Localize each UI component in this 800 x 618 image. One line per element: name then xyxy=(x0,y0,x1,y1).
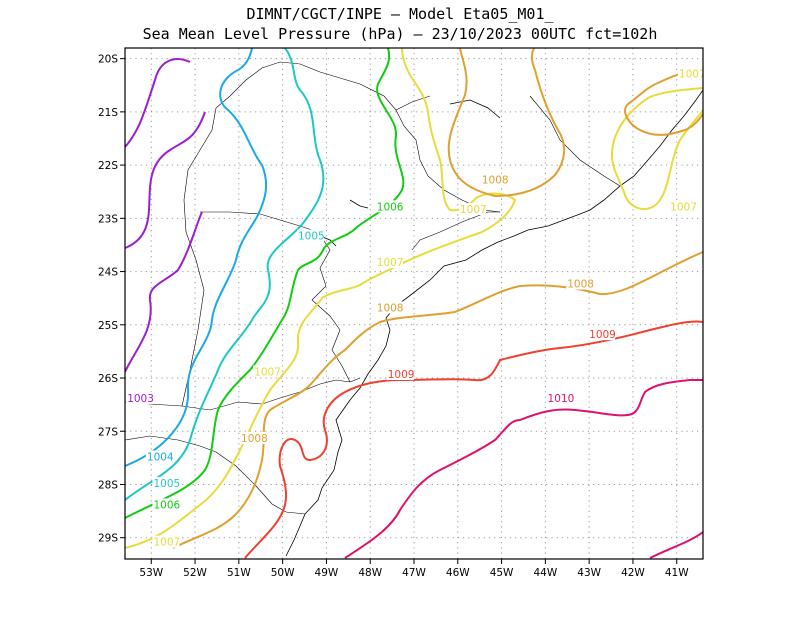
isobar-1004 xyxy=(125,48,268,467)
map-title: DIMNT/CGCT/INPE – Model Eta05_M01_ xyxy=(246,5,554,23)
svg-text:1008: 1008 xyxy=(241,433,268,445)
y-tick-label: 26S xyxy=(98,373,118,385)
contour-label-1003: 1003 xyxy=(126,391,154,405)
contour-label-1007: 1007 xyxy=(458,203,487,216)
map-subtitle: Sea Mean Level Pressure (hPa) – 23/10/20… xyxy=(142,25,658,43)
contour-label-1007: 1007 xyxy=(677,67,706,80)
gridlines xyxy=(125,48,703,559)
contour-label-1008: 1008 xyxy=(480,173,509,187)
contour-label-1009: 1009 xyxy=(588,328,616,341)
y-tick-label: 29S xyxy=(98,533,118,545)
isobar-1010 xyxy=(344,378,703,559)
isobar-1009 xyxy=(244,320,703,559)
x-tick-label: 46W xyxy=(446,567,470,579)
y-tick-label: 25S xyxy=(98,320,118,332)
x-tick-label: 45W xyxy=(490,567,514,579)
contour-label-1007: 1007 xyxy=(253,365,281,378)
isobar-1006 xyxy=(125,48,405,519)
contour-label-1008: 1008 xyxy=(566,277,594,291)
contour-label-1006: 1006 xyxy=(152,498,181,511)
x-tick-label: 48W xyxy=(358,567,382,579)
latitude-ticks: 20S 21S 22S 23S 24S 25S 26S 27S 28S 29S xyxy=(98,54,125,545)
contour-label-1010: 1010 xyxy=(546,391,575,405)
contour-label-1006: 1006 xyxy=(375,200,404,213)
svg-text:1007: 1007 xyxy=(670,201,697,213)
x-tick-label: 41W xyxy=(665,567,689,579)
contour-label-1004: 1004 xyxy=(145,450,174,464)
svg-text:1008: 1008 xyxy=(377,302,404,314)
svg-text:1003: 1003 xyxy=(127,393,154,405)
svg-text:1007: 1007 xyxy=(460,204,487,216)
svg-text:1007: 1007 xyxy=(679,68,706,80)
isobar-1003 xyxy=(125,58,206,373)
svg-text:1007: 1007 xyxy=(153,537,180,549)
contour-label-1005: 1005 xyxy=(296,229,325,243)
y-tick-label: 22S xyxy=(98,160,118,172)
svg-text:1007: 1007 xyxy=(377,257,404,269)
longitude-ticks: 53W 52W 51W 50W 49W 48W 47W 46W 45W 44W 43W 42W 41W xyxy=(139,559,689,579)
x-tick-label: 51W xyxy=(227,567,251,579)
y-tick-label: 27S xyxy=(98,426,118,438)
svg-text:1006: 1006 xyxy=(377,201,404,213)
y-tick-label: 24S xyxy=(98,267,118,279)
coastline xyxy=(285,89,703,557)
svg-text:1004: 1004 xyxy=(147,452,174,464)
y-tick-label: 21S xyxy=(98,107,118,119)
contour-label-1008: 1008 xyxy=(375,301,404,314)
y-tick-label: 20S xyxy=(98,54,118,66)
x-tick-label: 42W xyxy=(621,567,645,579)
x-tick-label: 49W xyxy=(315,567,339,579)
x-tick-label: 53W xyxy=(139,567,163,579)
contour-label-1008: 1008 xyxy=(240,431,268,445)
contour-label-1007: 1007 xyxy=(669,200,697,213)
svg-text:1005: 1005 xyxy=(298,231,325,243)
contour-label-1009: 1009 xyxy=(386,368,415,381)
x-tick-label: 44W xyxy=(533,567,557,579)
svg-text:1008: 1008 xyxy=(567,279,594,291)
svg-text:1008: 1008 xyxy=(482,175,509,187)
svg-text:1007: 1007 xyxy=(254,366,281,378)
svg-text:1010: 1010 xyxy=(548,393,575,405)
contour-label-1007: 1007 xyxy=(375,256,404,269)
svg-text:1006: 1006 xyxy=(153,499,180,511)
svg-text:1009: 1009 xyxy=(388,369,415,381)
contour-label-1007: 1007 xyxy=(152,535,180,549)
isobar-1008 xyxy=(172,48,703,549)
svg-text:1005: 1005 xyxy=(153,478,180,490)
svg-text:1009: 1009 xyxy=(589,329,616,341)
y-tick-label: 28S xyxy=(98,479,118,491)
isobar-1005 xyxy=(125,48,325,501)
x-tick-label: 50W xyxy=(271,567,295,579)
contour-label-1005: 1005 xyxy=(152,477,180,490)
y-tick-label: 23S xyxy=(98,213,118,225)
x-tick-label: 47W xyxy=(402,567,426,579)
x-tick-label: 52W xyxy=(183,567,207,579)
contour-labels: 1003 1004 1005 1006 1007 1005 1006 1007 1008 1007… xyxy=(126,67,706,549)
x-tick-label: 43W xyxy=(577,567,601,579)
